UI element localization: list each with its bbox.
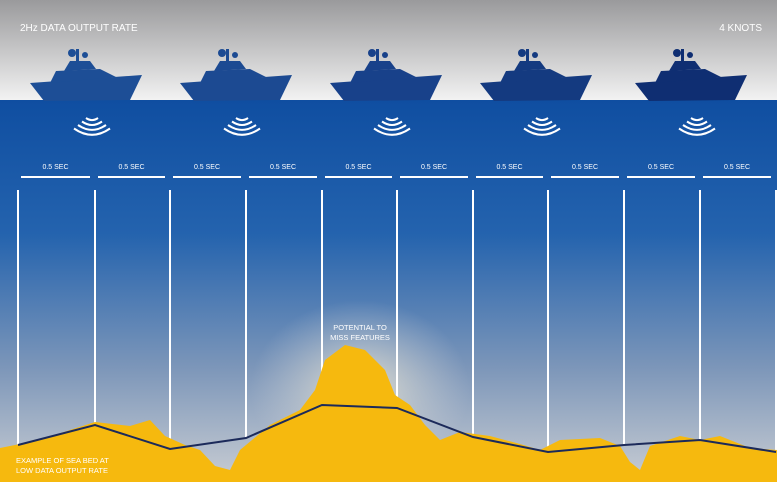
sonar-ping: [678, 127, 716, 136]
sonar-ping: [682, 124, 712, 131]
title: 2Hz DATA OUTPUT RATE: [20, 23, 138, 34]
columns: 0.5 SEC 0.5 SEC 0.5 SEC 0.5 SEC 0.5 SEC 0.5 S…: [17, 164, 777, 452]
interval-label: 0.5 SEC: [270, 164, 296, 171]
sonar-ping: [385, 117, 399, 122]
sonar-ping: [223, 127, 261, 136]
sampled-profile: [17, 403, 777, 454]
sonar-ping: [231, 120, 253, 126]
seabed-note: EXAMPLE OF SEA BED AT: [16, 456, 109, 465]
interval-label: 0.5 SEC: [572, 164, 598, 171]
feature-note: MISS FEATURES: [330, 333, 390, 342]
sonar-ping: [377, 124, 407, 131]
sonar-ping: [373, 127, 411, 136]
sonar-ping: [531, 120, 553, 126]
sonar-ping: [235, 117, 249, 122]
sonar-ping: [523, 127, 561, 136]
interval-label: 0.5 SEC: [496, 164, 522, 171]
sonar-ping: [73, 127, 111, 136]
interval-label: 0.5 SEC: [118, 164, 144, 171]
sonar-ping: [81, 120, 103, 126]
sonar-ping: [227, 124, 257, 131]
interval-label: 0.5 SEC: [724, 164, 750, 171]
speed: 4 KNOTS: [719, 23, 762, 34]
sonar-ping: [535, 117, 549, 122]
interval-label: 0.5 SEC: [345, 164, 371, 171]
sonar-ping: [77, 124, 107, 131]
sonar-ping: [527, 124, 557, 131]
interval-label: 0.5 SEC: [194, 164, 220, 171]
sonar-ping: [381, 120, 403, 126]
sea-bed: [0, 345, 777, 482]
sonar-ping: [686, 120, 708, 126]
sonar-ping: [690, 117, 704, 122]
interval-label: 0.5 SEC: [421, 164, 447, 171]
interval-label: 0.5 SEC: [42, 164, 68, 171]
boats: [30, 49, 747, 136]
seabed-note: LOW DATA OUTPUT RATE: [16, 466, 108, 475]
interval-label: 0.5 SEC: [648, 164, 674, 171]
sonar-ping: [85, 117, 99, 122]
feature-note: POTENTIAL TO: [333, 323, 387, 332]
